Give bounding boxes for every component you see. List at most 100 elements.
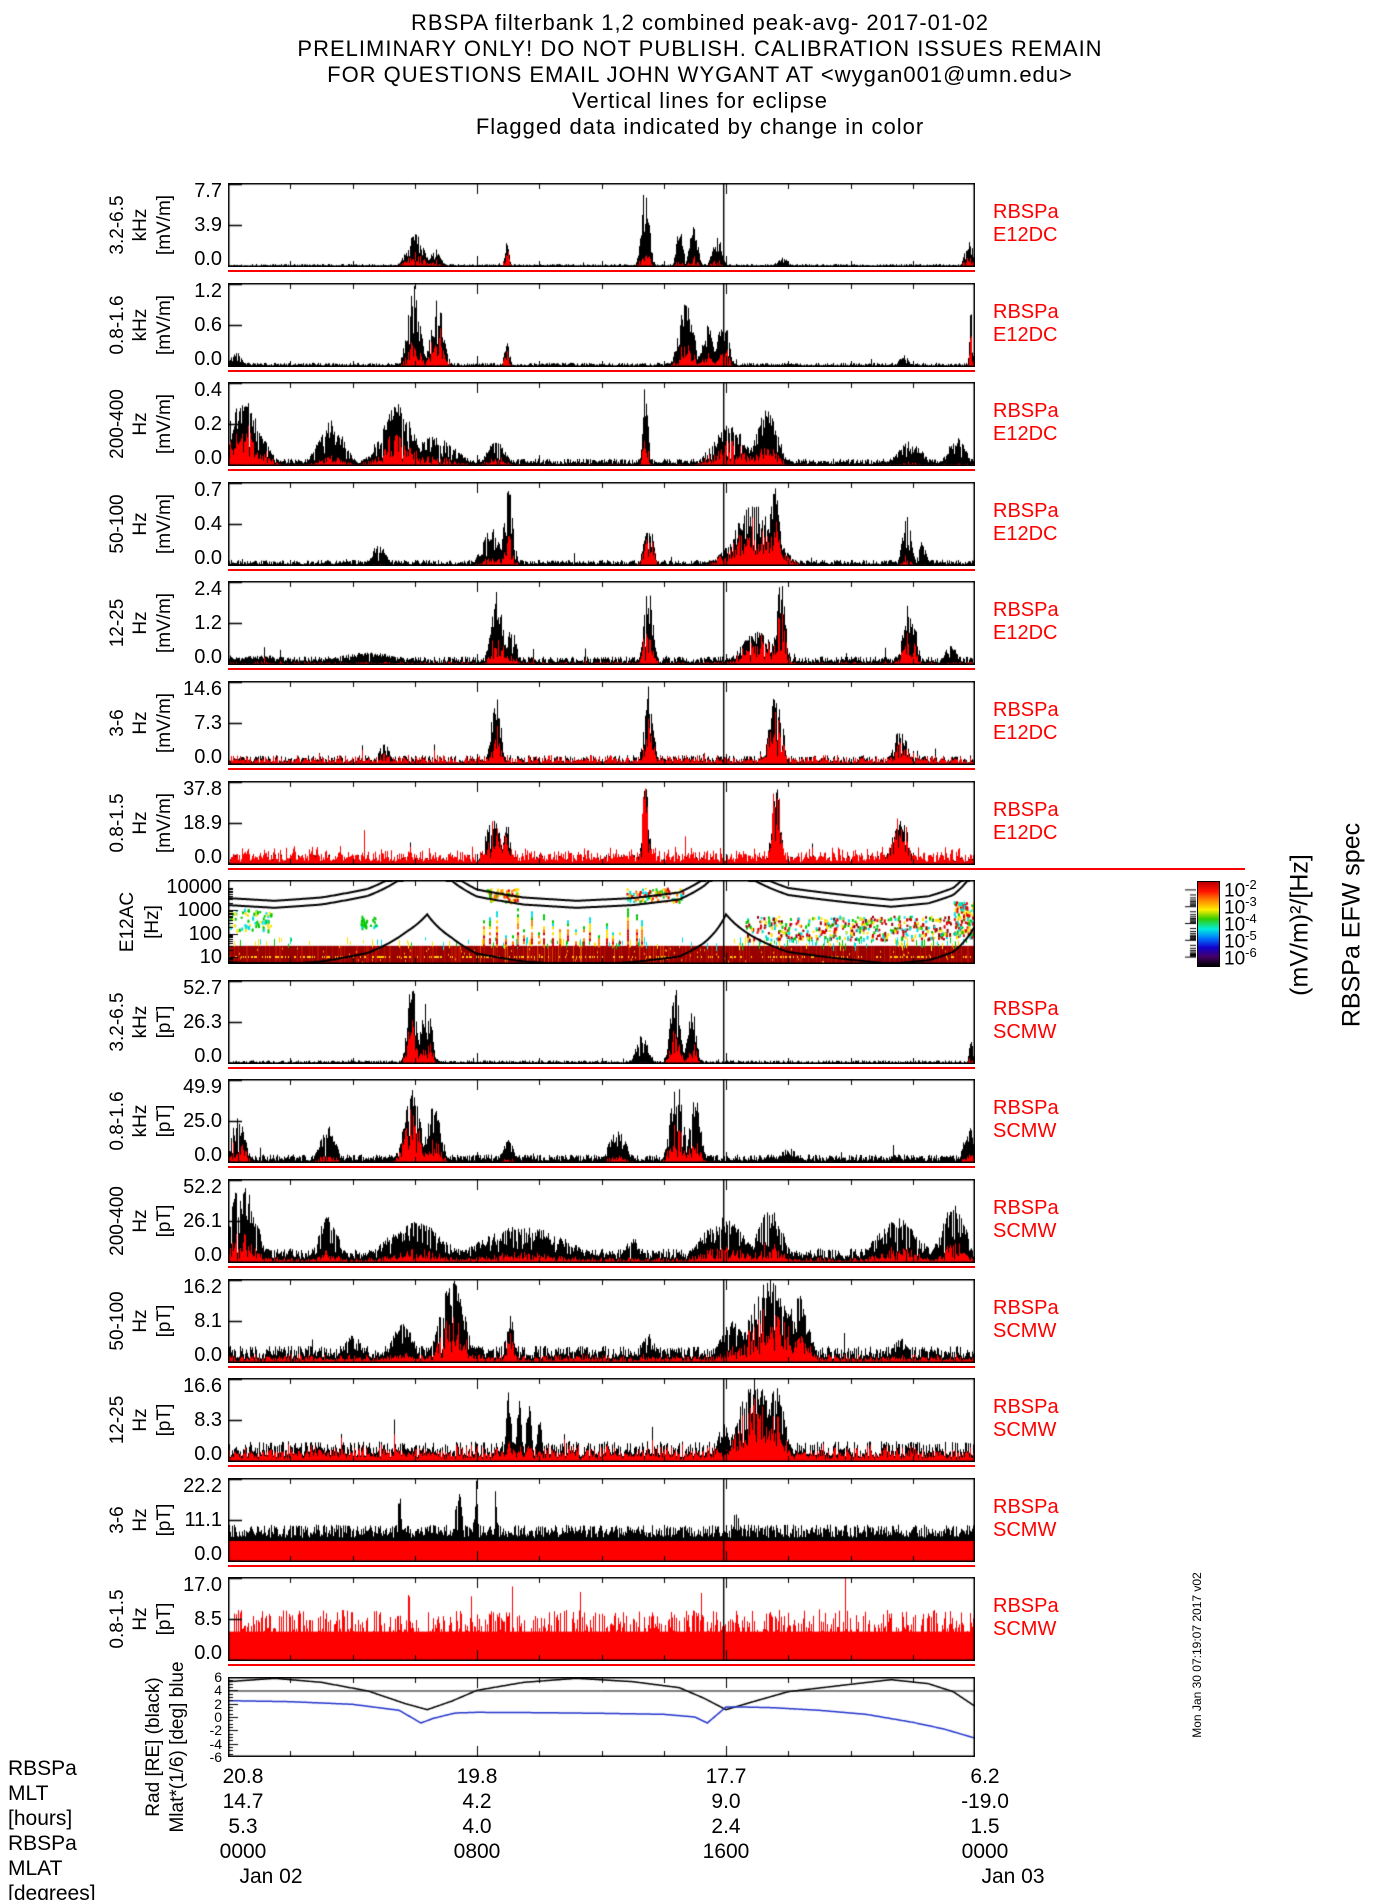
axis-legend-line: [degrees] [8,1882,96,1900]
panel-ytick: 7.3 [194,712,222,734]
eph-col-rad: 5.3 [228,1815,258,1838]
panel-ytick: 11.1 [184,1509,222,1531]
panel-wave-3.2-6.5 [228,980,975,1064]
panel-ylabel: 0.8-1.6 [107,295,128,355]
colorbar-ticks-canvas [1180,881,1196,965]
panel-source-label: RBSPa SCMW [993,1595,1059,1640]
panel-source-label: RBSPa SCMW [993,1297,1059,1342]
eph-col-rad: 2.4 [711,1815,741,1838]
panel-source-label: RBSPa E12DC [993,400,1059,445]
panel-ytick: 0.0 [194,547,222,569]
panel-canvas-5 [228,681,975,765]
panel-source-label: RBSPa E12DC [993,799,1059,844]
panel-ylabel: 3.2-6.5 [107,992,128,1052]
panel-canvas-12 [228,1378,975,1462]
panel-ytick: 0.0 [194,248,222,270]
panel-wave-0.8-1.5 [228,1577,975,1661]
plot-title: RBSPA filterbank 1,2 combined peak-avg- … [411,10,989,35]
panel-wave-3.2-6.5 [228,183,975,267]
timestamp-vertical: Mon Jan 30 07:19:07 2017 v02 [1190,1572,1204,1738]
panel-ylabel: 12-25 [107,1395,128,1445]
colorbar-tick-label: 10-4 [1224,911,1257,936]
eph-col-mlat: 14.7 [222,1790,264,1813]
panel-ytick: 2.4 [194,578,222,600]
panel-ytick: 0.0 [194,746,222,768]
flag-underline [228,868,1245,870]
ephemeris-ytick: -4 [209,1735,222,1752]
panel-ytick: 100 [188,922,222,945]
panel-wave-12-25 [228,581,975,665]
panel-ytick: 0.0 [194,1144,222,1166]
panel-wave-12-25 [228,1378,975,1462]
panel-ytick: 26.1 [183,1210,222,1232]
panel-canvas-11 [228,1279,975,1363]
plot-contact: FOR QUESTIONS EMAIL JOHN WYGANT AT <wyga… [327,62,1073,87]
colorbar-tick-label: 10-5 [1224,927,1257,953]
panel-canvas-4 [228,581,975,665]
panel-ytick: 0.0 [194,348,222,370]
panel-ytick: 52.7 [183,977,222,999]
panel-source-label: RBSPa SCMW [993,1097,1059,1142]
panel-ytick: 0.0 [194,1045,222,1067]
panel-ytick: 25.0 [183,1110,222,1132]
eph-col-time: 0000 [961,1840,1009,1863]
panel-ytick: 14.6 [183,678,222,700]
flag-underline [228,1166,975,1168]
eph-col-rad: 4.0 [462,1815,492,1838]
panel-ytick: 0.6 [194,314,222,336]
panel-canvas-14 [228,1577,975,1661]
panel-ytick: 1.2 [194,280,222,302]
panel-ytick: 8.1 [194,1310,222,1332]
axis-legend-line: [hours] [8,1807,73,1830]
panel-ytick: 49.9 [183,1076,222,1098]
eph-col-mlt: 19.8 [456,1765,498,1788]
panel-wave-0.8-1.6 [228,1079,975,1163]
panel-ylabel: 3-6 [107,709,128,737]
panel-canvas-0 [228,183,975,267]
colorbar-tick-label: 10-2 [1224,877,1257,902]
panel-source-label: RBSPa E12DC [993,599,1059,644]
panel-ytick: 0.0 [194,846,222,868]
panel-ytick: 37.8 [183,778,222,800]
panel-ytick: 8.3 [194,1409,222,1431]
panel-ytick: 52.2 [183,1176,222,1198]
panel-ylabel: 12-25 [107,598,128,648]
eph-col-time: 0000 [219,1840,267,1863]
eph-col-mlat: -19.0 [961,1790,1009,1813]
panel-ytick: 0.4 [194,513,222,535]
panel-ytick: 10000 [166,876,222,899]
panel-wave-50-100 [228,482,975,566]
panel-ytick: 0.7 [194,479,222,501]
ephemeris-ytick: 0 [214,1709,222,1725]
panel-spectrogram [228,880,975,964]
colorbar-spec-label: RBSPa EFW spec [1337,822,1366,1028]
panel-ephemeris [228,1677,975,1757]
panel-ylabel: 200-400 [107,1186,128,1256]
flag-underline [228,1664,975,1666]
panel-wave-3-6 [228,1478,975,1562]
colorbar-tick-label: 10-3 [1224,894,1257,919]
axis-legend-line: RBSPa [8,1757,77,1780]
panel-ytick: 10 [199,945,222,968]
eph-col-rad: 1.5 [970,1815,1000,1838]
panel-ylabel: 50-100 [107,1291,128,1351]
axis-legend-line: MLAT [8,1857,63,1880]
panel-wave-0.8-1.5 [228,781,975,865]
panel-ylabel: 0.8-1.5 [107,1589,128,1649]
eph-col-time: 1600 [702,1840,750,1863]
panel-ylabel: 3.2-6.5 [107,195,128,255]
panel-ytick: 0.0 [194,447,222,469]
panel-canvas-2 [228,382,975,466]
panel-ytick: 26.3 [183,1011,222,1033]
panel-wave-3-6 [228,681,975,765]
ephemeris-ytick: 4 [214,1682,222,1699]
eph-col-mlt: 6.2 [970,1765,1000,1788]
panel-ytick: 8.5 [194,1608,222,1630]
panel-source-label: RBSPa E12DC [993,500,1059,545]
panel-canvas-13 [228,1478,975,1562]
panel-ytick: 0.0 [194,1244,222,1266]
panel-source-label: RBSPa E12DC [993,301,1059,346]
panel-ytick: 0.4 [194,379,222,401]
panel-ytick: 18.9 [183,812,222,834]
